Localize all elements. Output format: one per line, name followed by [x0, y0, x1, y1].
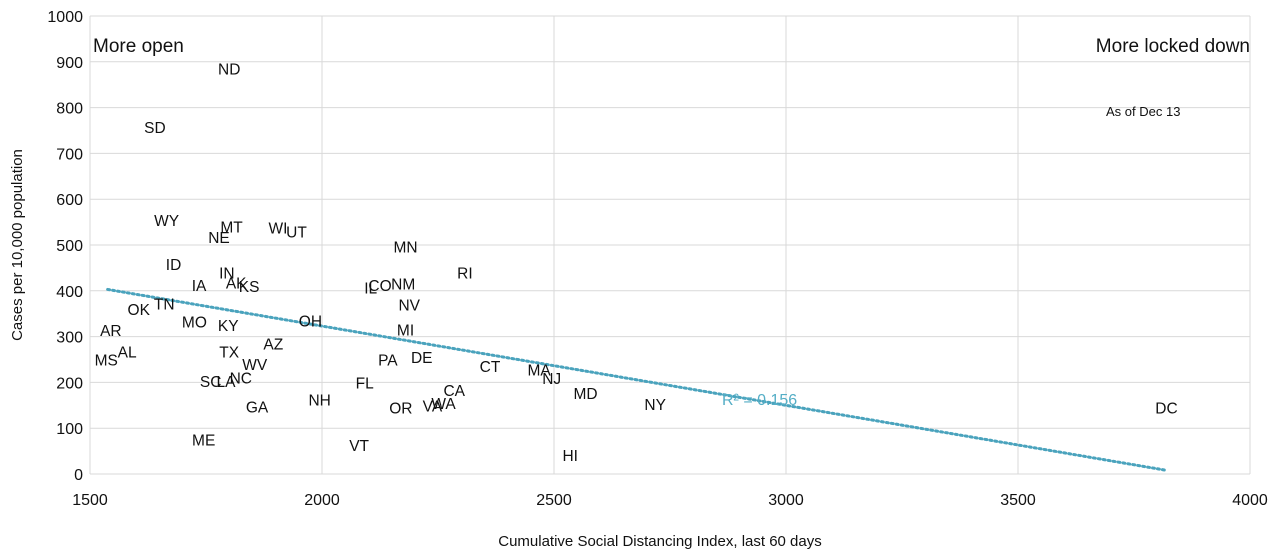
y-tick-label-500: 500	[56, 238, 83, 255]
x-axis-ticks: 1500 2000 2500 3000 3500 4000	[72, 492, 1268, 509]
data-point-wa: WA	[431, 396, 456, 413]
y-tick-label-600: 600	[56, 192, 83, 209]
data-point-mn: MN	[393, 239, 417, 256]
data-point-nh: NH	[308, 392, 330, 409]
data-point-nd: ND	[218, 62, 240, 79]
y-tick-label-900: 900	[56, 55, 83, 72]
data-point-ga: GA	[246, 400, 269, 417]
r-squared-label: R² = 0.156	[722, 392, 797, 409]
x-tick-label-3000: 3000	[768, 492, 804, 509]
data-point-ct: CT	[480, 359, 501, 376]
right-corner-annotation: More locked down	[1096, 36, 1250, 57]
y-tick-label-1000: 1000	[47, 9, 83, 26]
y-tick-label-400: 400	[56, 284, 83, 301]
data-point-il: IL	[364, 281, 377, 298]
x-tick-label-2500: 2500	[536, 492, 572, 509]
x-tick-label-4000: 4000	[1232, 492, 1268, 509]
data-point-ne: NE	[208, 230, 230, 247]
y-tick-label-800: 800	[56, 101, 83, 118]
data-point-md: MD	[573, 386, 597, 403]
data-point-al: AL	[118, 345, 137, 362]
date-note: As of Dec 13	[1106, 104, 1180, 119]
y-tick-label-100: 100	[56, 421, 83, 438]
data-point-ny: NY	[644, 397, 666, 414]
data-point-ut: UT	[286, 224, 307, 241]
data-point-or: OR	[389, 401, 412, 418]
data-point-me: ME	[192, 433, 215, 450]
data-point-nv: NV	[398, 298, 420, 315]
data-point-nm: NM	[391, 276, 415, 293]
data-point-az: AZ	[263, 336, 283, 353]
left-corner-annotation: More open	[93, 36, 184, 57]
data-point-ia: IA	[192, 278, 207, 295]
data-point-sd: SD	[144, 120, 166, 137]
data-point-mo: MO	[182, 314, 207, 331]
data-point-ks: KS	[239, 279, 260, 296]
data-point-wi: WI	[268, 221, 287, 238]
y-tick-label-0: 0	[74, 467, 83, 484]
y-tick-label-200: 200	[56, 375, 83, 392]
data-point-nj: NJ	[542, 371, 561, 388]
trendline	[106, 287, 1168, 472]
data-point-mi: MI	[397, 323, 414, 340]
x-tick-label-2000: 2000	[304, 492, 340, 509]
data-point-ca: CA	[443, 383, 465, 400]
x-axis-title: Cumulative Social Distancing Index, last…	[498, 533, 822, 550]
data-point-ok: OK	[128, 302, 151, 319]
data-point-id: ID	[166, 257, 182, 274]
data-point-ak: AK	[226, 276, 247, 293]
data-point-co: CO	[368, 278, 391, 295]
x-tick-label-1500: 1500	[72, 492, 108, 509]
data-point-wv: WV	[242, 357, 268, 374]
data-point-ar: AR	[100, 323, 122, 340]
data-point-dc: DC	[1155, 401, 1177, 418]
data-point-tx: TX	[219, 344, 239, 361]
data-point-in: IN	[219, 265, 235, 282]
data-point-ms: MS	[95, 353, 118, 370]
data-point-sc: SC	[200, 374, 222, 391]
data-point-pa: PA	[378, 353, 398, 370]
y-axis-ticks: 0 100 200 300 400 500 600 700 800 900 1000	[47, 9, 83, 484]
data-point-va: VA	[423, 398, 443, 415]
data-point-nc: NC	[230, 370, 252, 387]
y-tick-label-700: 700	[56, 146, 83, 163]
y-axis-title: Cases per 10,000 population	[9, 149, 26, 341]
data-point-ky: KY	[218, 318, 239, 335]
y-tick-label-300: 300	[56, 330, 83, 347]
data-point-tn: TN	[154, 297, 175, 314]
data-point-oh: OH	[299, 314, 322, 331]
x-tick-label-3500: 3500	[1000, 492, 1036, 509]
data-point-ri: RI	[457, 265, 473, 282]
data-point-vt: VT	[349, 438, 369, 455]
grid	[89, 15, 1251, 475]
data-point-de: DE	[411, 350, 433, 367]
data-point-hi: HI	[562, 448, 578, 465]
data-point-ma: MA	[528, 363, 552, 380]
data-point-mt: MT	[220, 220, 243, 237]
data-point-la: LA	[216, 374, 236, 391]
data-point-wy: WY	[154, 213, 179, 230]
data-point-fl: FL	[356, 375, 374, 392]
